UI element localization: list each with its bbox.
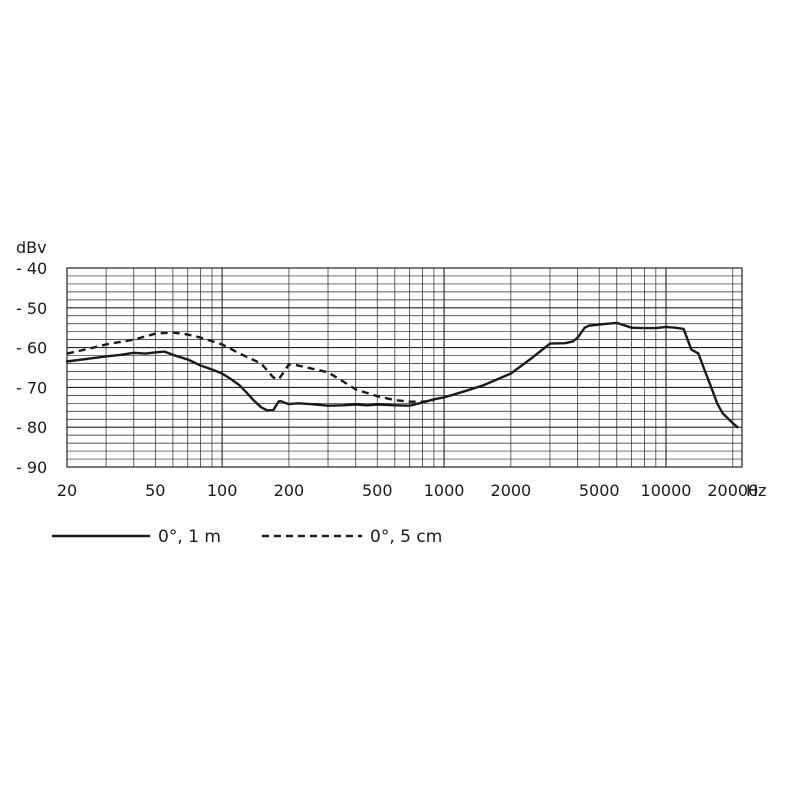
x-tick-label: 50 — [145, 481, 165, 500]
plot-frame — [66, 267, 743, 468]
legend-label: 0°, 1 m — [158, 527, 221, 547]
series-line-dashed — [66, 331, 435, 403]
y-tick-label: - 60 — [16, 339, 47, 358]
x-tick-label: 20000 — [707, 481, 758, 500]
y-tick-label: - 90 — [16, 458, 47, 477]
chart-legend: 0°, 1 m 0°, 5 cm — [52, 527, 442, 547]
legend-label: 0°, 5 cm — [370, 527, 442, 547]
x-tick-label: 100 — [207, 481, 238, 500]
y-tick-label: - 80 — [16, 418, 47, 437]
x-tick-label: 5000 — [579, 481, 620, 500]
y-tick-label: - 40 — [16, 259, 47, 278]
series-line-solid — [65, 321, 739, 429]
y-tick-label: - 50 — [16, 299, 47, 318]
x-tick-label: 2000 — [491, 481, 532, 500]
chart-grid — [66, 267, 743, 468]
x-tick-label: 1000 — [424, 481, 465, 500]
x-axis-unit: Hz — [746, 481, 766, 500]
x-tick-label: 20 — [57, 481, 77, 500]
x-tick-label: 500 — [362, 481, 393, 500]
chart-series — [65, 321, 739, 429]
y-axis-unit: dBv — [16, 238, 47, 257]
x-tick-label: 10000 — [641, 481, 692, 500]
y-tick-label: - 70 — [16, 378, 47, 397]
x-tick-label: 200 — [274, 481, 305, 500]
chart-axes: - 40 - 50 - 60 - 70 - 80 - 90 dBv 20 50 100 200 500… — [16, 238, 766, 500]
